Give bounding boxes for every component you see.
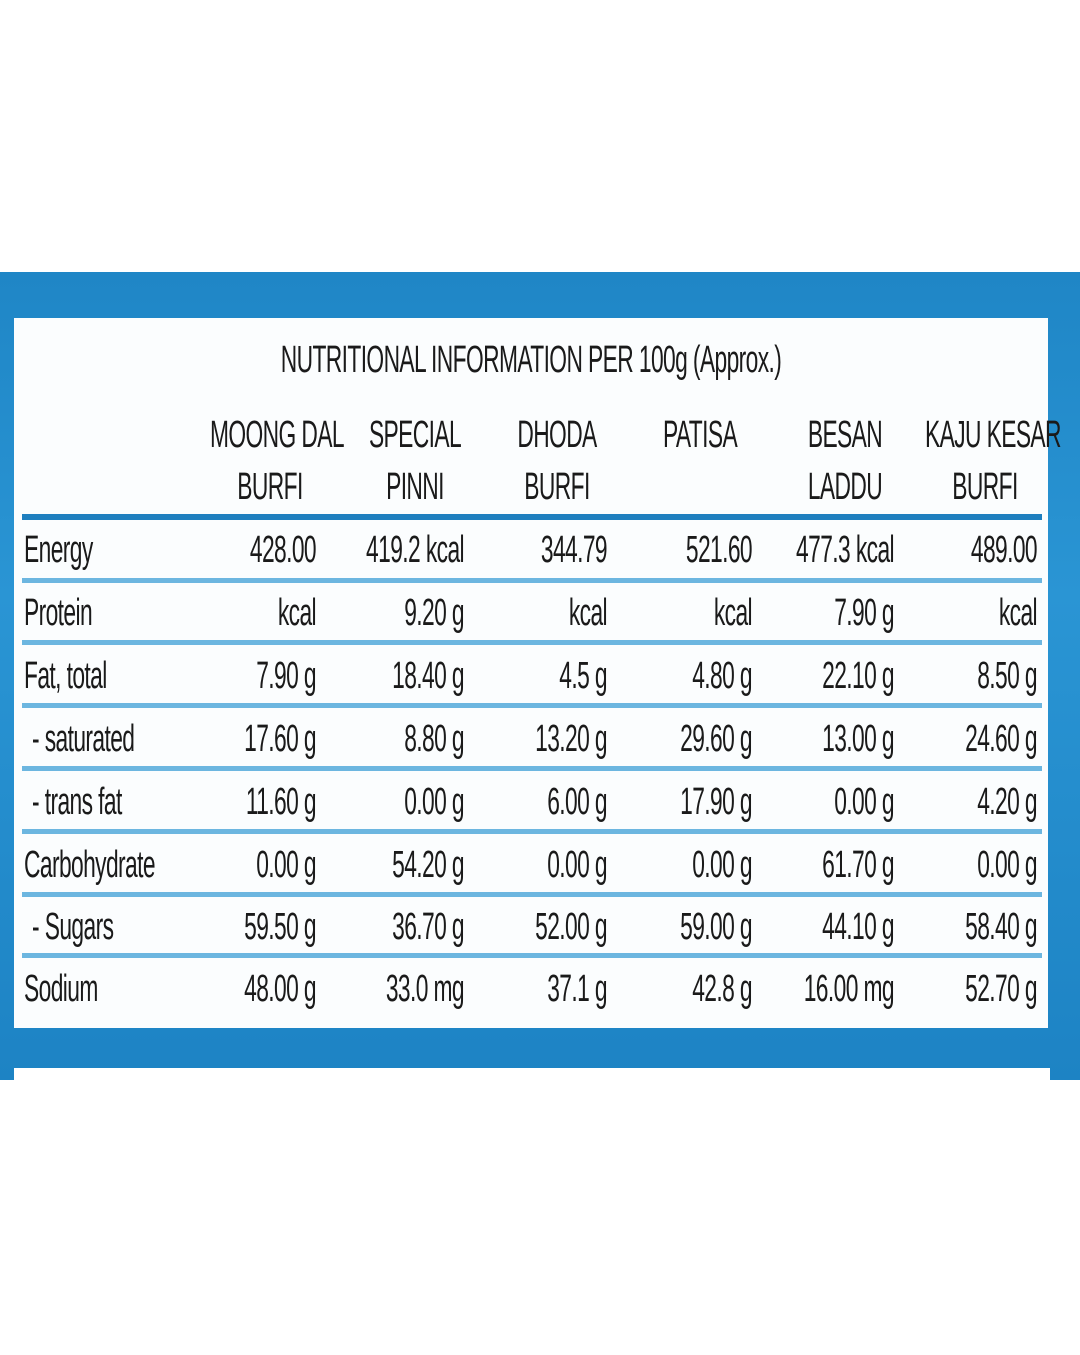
column-header: KAJU KESAR	[925, 414, 1062, 456]
nutrient-value: 33.0 mg	[385, 968, 465, 1010]
nutrient-value: 48.00 g	[244, 968, 316, 1010]
nutrient-value: 8.80 g	[404, 717, 464, 760]
nutrient-value: 59.50 g	[244, 905, 316, 948]
nutrient-value: 428.00	[249, 529, 317, 571]
row-label: - Sugars	[32, 905, 114, 948]
nutrient-value: 344.79	[540, 529, 608, 571]
nutrient-value: 17.90 g	[680, 780, 752, 823]
nutrient-value: 6.00 g	[547, 780, 607, 823]
nutrient-value: 42.8 g	[692, 968, 752, 1010]
row-label: Sodium	[24, 968, 98, 1010]
column-header: DHODA	[517, 414, 597, 456]
nutrient-value: 9.20 g	[404, 592, 464, 634]
nutrient-value: 419.2 kcal	[366, 529, 465, 571]
nutrient-value: 37.1 g	[547, 968, 607, 1010]
panel-strip	[14, 1068, 1050, 1080]
row-label: Carbohydrate	[24, 843, 156, 886]
column-header: BURFI	[952, 466, 1018, 508]
row-divider	[22, 703, 1042, 708]
row-label: Energy	[24, 529, 93, 571]
nutrient-value: 8.50 g	[977, 654, 1037, 697]
nutrient-value: 4.5 g	[559, 654, 607, 697]
nutrient-value: 0.00 g	[834, 780, 894, 823]
nutrient-value: 521.60	[685, 529, 753, 571]
nutrient-value: 13.00 g	[822, 717, 894, 760]
nutrient-value: 11.60 g	[245, 780, 317, 823]
nutrient-value: 13.20 g	[535, 717, 607, 760]
nutrient-value: 22.10 g	[822, 654, 894, 697]
nutrient-value: 7.90 g	[834, 592, 894, 634]
row-divider	[22, 766, 1042, 771]
nutrient-value: 489.00	[970, 529, 1038, 571]
nutrient-value: kcal	[277, 592, 317, 634]
nutrient-value: 16.00 mg	[803, 968, 895, 1010]
nutrient-value: 59.00 g	[680, 905, 752, 948]
nutrient-value: kcal	[998, 592, 1038, 634]
row-divider	[22, 640, 1042, 645]
nutrient-value: kcal	[713, 592, 753, 634]
nutrient-value: 24.60 g	[965, 717, 1037, 760]
nutrient-value: 29.60 g	[680, 717, 752, 760]
nutrient-value: 7.90 g	[256, 654, 316, 697]
table-title: NUTRITIONAL INFORMATION PER 100g (Approx…	[280, 339, 782, 381]
nutrient-value: 54.20 g	[392, 843, 464, 886]
nutrient-value: 0.00 g	[547, 843, 607, 886]
nutrition-table: NUTRITIONAL INFORMATION PER 100g (Approx…	[14, 318, 1062, 1028]
nutrient-value: 4.80 g	[692, 654, 752, 697]
nutrient-value: 0.00 g	[977, 843, 1037, 886]
column-header: BURFI	[524, 466, 590, 508]
column-header: BESAN	[807, 414, 883, 456]
row-divider	[22, 953, 1042, 958]
nutrient-value: 61.70 g	[822, 843, 894, 886]
nutrient-value: 52.00 g	[535, 905, 607, 948]
nutrient-value: 0.00 g	[404, 780, 464, 823]
row-label: Fat, total	[24, 654, 107, 697]
row-label: - saturated	[32, 717, 135, 760]
row-divider	[22, 829, 1042, 834]
nutrient-value: 0.00 g	[256, 843, 316, 886]
column-header: SPECIAL	[368, 414, 462, 456]
row-divider	[22, 578, 1042, 583]
row-divider	[22, 892, 1042, 897]
nutrient-value: kcal	[568, 592, 608, 634]
row-label: - trans fat	[32, 780, 122, 823]
nutrient-value: 36.70 g	[392, 905, 464, 948]
nutrient-value: 58.40 g	[965, 905, 1037, 948]
nutrient-value: 4.20 g	[977, 780, 1037, 823]
row-divider	[22, 514, 1042, 520]
column-header: MOONG DAL	[210, 414, 345, 456]
nutrient-value: 17.60 g	[244, 717, 316, 760]
nutrient-value: 44.10 g	[822, 905, 894, 948]
column-header: BURFI	[237, 466, 303, 508]
nutrient-value: 477.3 kcal	[796, 529, 895, 571]
column-header: LADDU	[807, 466, 883, 508]
nutrient-value: 52.70 g	[965, 968, 1037, 1010]
nutrient-value: 0.00 g	[692, 843, 752, 886]
column-header: PINNI	[386, 466, 444, 508]
column-header: PATISA	[662, 414, 738, 456]
nutrient-value: 18.40 g	[392, 654, 464, 697]
row-label: Protein	[24, 592, 93, 634]
